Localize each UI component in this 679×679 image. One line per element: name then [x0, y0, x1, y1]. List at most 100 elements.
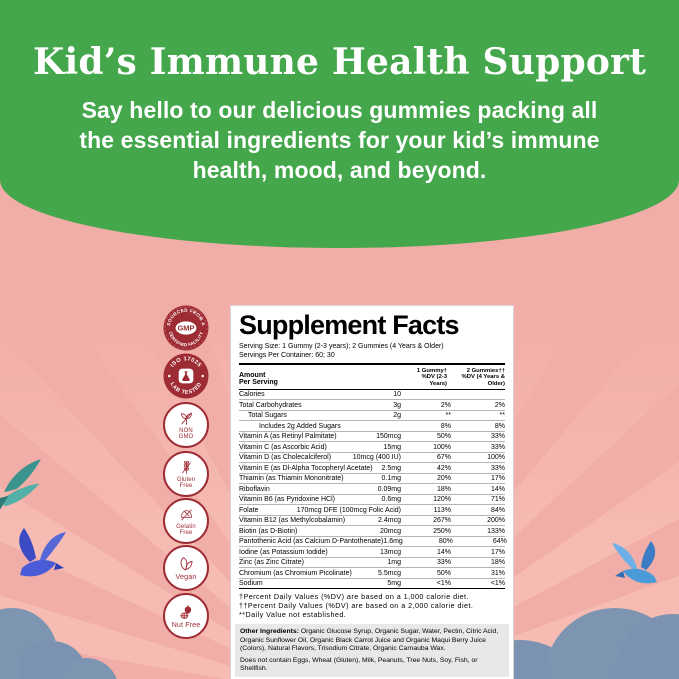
supplement-facts-panel: Supplement Facts Serving Size: 1 Gummy (…: [230, 305, 514, 679]
nutrient-dv-2gummies: 100%: [487, 454, 505, 461]
nutrient-name: Vitamin B12 (as Methylcobalamin): [239, 517, 346, 524]
table-row: Chromium (as Chromium Picolinate) 5.5mcg 5…: [239, 567, 505, 578]
nutrient-name: Iodine (as Potassium Iodide): [239, 548, 328, 556]
nutrient-dv-2gummies: 14%: [490, 485, 505, 493]
table-row: Vitamin D (as Cholecalciferol) 10mcg (400…: [239, 451, 505, 463]
allergen-note: Does not contain Eggs, Wheat (Gluten), M…: [240, 656, 478, 673]
nutrient-dv-1gummy: 18%: [436, 485, 451, 493]
nutrient-amount: 5mg: [387, 580, 401, 587]
nutrient-dv-2gummies: 2%: [494, 401, 505, 409]
nutrient-dv-2gummies: 84%: [490, 506, 505, 514]
table-row: Folate 170mcg DFE (100mcg Folic Acid) 113%…: [239, 504, 505, 515]
badge-non-gmo: NON GMO: [163, 402, 209, 448]
table-row: Zinc (as Zinc Citrate) 1mg 33% 18%: [239, 556, 505, 568]
nutrient-dv-1gummy: 20%: [436, 475, 451, 482]
badge-vegan: Vegan: [163, 545, 209, 591]
table-row: Riboflavin 0.09mg 18% 14%: [239, 483, 505, 494]
nutrient-amount: 150mcg: [376, 433, 401, 440]
nutrient-amount: 2.5mg: [381, 464, 401, 472]
nutrient-amount: 2g: [393, 412, 401, 419]
nutrient-amount: 2.4mcg: [378, 517, 401, 524]
nutrient-name: Riboflavin: [239, 485, 270, 493]
nutrient-name: Sodium: [239, 580, 263, 587]
nutrient-name: Total Sugars: [248, 412, 287, 419]
table-row: Biotin (as D-Biotin) 20mcg 250% 133%: [239, 525, 505, 536]
table-row: Vitamin A (as Retinyl Palmitate) 150mcg 50…: [239, 430, 505, 442]
panel-title: Supplement Facts: [239, 310, 460, 340]
other-ingredients-label: Other Ingredients:: [240, 628, 299, 636]
nutrient-dv-1gummy: 267%: [433, 517, 451, 524]
lab-flask-icon: ISO 17025 LAB TESTED: [163, 353, 209, 399]
badge-label: GMP: [177, 324, 194, 333]
nutrient-dv-2gummies: 133%: [487, 527, 505, 535]
nutrient-name: Folate: [239, 506, 259, 514]
column-dv-2-gummies: 2 Gummies†† %DV (4 Years & Older): [461, 367, 505, 387]
nutrient-dv-1gummy: 33%: [436, 559, 451, 566]
badge-gelatin-free: Gelatin Free: [163, 498, 209, 544]
nutrient-amount: 5.5mcg: [378, 569, 401, 577]
nutrient-dv-2gummies: 200%: [487, 517, 505, 524]
nutrient-amount: 0.6mg: [381, 496, 401, 503]
footnote-2000-cal: ††Percent Daily Values (%DV) are based o…: [239, 601, 474, 611]
badge-label: Gluten Free: [176, 476, 196, 489]
nutrient-dv-2gummies: 33%: [490, 464, 505, 472]
table-row: Iodine (as Potassium Iodide) 13mcg 14% 17%: [239, 546, 505, 557]
nutrient-name: Vitamin B6 (as Pyridoxine HCl): [239, 496, 335, 503]
table-row: Total Sugars 2g ** **: [239, 409, 505, 421]
non-gmo-icon: [180, 412, 192, 425]
badge-label: NON GMO: [178, 427, 194, 440]
serving-size: Serving Size: 1 Gummy (2-3 years); 2 Gum…: [239, 343, 444, 350]
nutrient-amount: 170mcg DFE (100mcg Folic Acid): [296, 506, 401, 514]
footnote-1000-cal: †Percent Daily Values (%DV) are based on…: [239, 592, 469, 602]
badge-iso-lab-tested: ISO 17025 LAB TESTED: [163, 353, 209, 399]
nutrient-dv-2gummies: 64%: [492, 538, 507, 545]
nutrient-dv-1gummy: 80%: [438, 538, 453, 545]
nutrient-dv-2gummies: 33%: [490, 433, 505, 440]
badge-gluten-free: Gluten Free: [163, 451, 209, 497]
nutrient-amount: 13mcg: [379, 548, 401, 556]
nutrient-dv-2gummies: 31%: [490, 569, 505, 577]
hero-banner: Kid’s Immune Health Support Say hello to…: [0, 0, 679, 248]
nut-icon: [179, 604, 191, 619]
nutrient-dv-1gummy: 50%: [436, 433, 451, 440]
table-row: Vitamin E (as Dl-Alpha Tocopheryl Acetat…: [239, 462, 505, 473]
wheat-icon: [181, 460, 191, 474]
other-ingredients: Other Ingredients: Organic Glucose Syrup…: [240, 628, 504, 653]
nutrient-dv-1gummy: 42%: [436, 464, 451, 472]
column-amount-per-serving: Amount Per Serving: [239, 371, 278, 387]
nutrient-amount: 0.1mg: [381, 475, 401, 482]
table-row: Calories 10: [239, 390, 505, 400]
nutrient-table: Calories 10 Total Carbohydrates 3g 2% 2% Total…: [239, 390, 507, 589]
nutrient-dv-1gummy: 120%: [433, 496, 451, 503]
nutrient-dv-2gummies: <1%: [490, 580, 505, 587]
nutrient-dv-1gummy: 14%: [436, 548, 451, 556]
blue-bird-right: [612, 541, 657, 584]
nutrient-name: Thiamin (as Thiamin Mononitrate): [239, 475, 344, 482]
table-row: Includes 2g Added Sugars 8% 8%: [239, 420, 505, 431]
nutrient-amount: 0.09mg: [377, 485, 401, 493]
servings-per-container: Servings Per Container: 60; 30: [239, 351, 335, 359]
gmp-seal-icon: SOURCED FROM A GMP CERTIFIED FACILITY: [163, 305, 209, 351]
nutrient-dv-1gummy: 250%: [433, 527, 451, 535]
nutrient-dv-1gummy: **: [445, 412, 451, 419]
table-row: Sodium 5mg <1% <1%: [239, 577, 505, 589]
nutrient-name: Vitamin E (as Dl-Alpha Tocopheryl Acetat…: [239, 464, 373, 472]
blue-bird-left: [19, 528, 66, 577]
nutrient-amount: 15mg: [383, 443, 401, 451]
other-ingredients-section: Other Ingredients: Organic Glucose Syrup…: [235, 624, 509, 678]
nutrient-dv-2gummies: 71%: [490, 496, 505, 503]
nutrient-name: Pantothenic Acid (as Calcium D-Pantothen…: [239, 538, 384, 545]
nutrient-dv-2gummies: 33%: [490, 443, 505, 451]
nutrient-name: Vitamin A (as Retinyl Palmitate): [239, 433, 337, 440]
nutrient-dv-1gummy: 100%: [433, 443, 451, 451]
nutrient-dv-2gummies: 18%: [490, 559, 505, 566]
badge-gmp: SOURCED FROM A GMP CERTIFIED FACILITY: [163, 305, 209, 351]
nutrient-dv-1gummy: 50%: [436, 569, 451, 577]
nutrient-name: Includes 2g Added Sugars: [259, 422, 341, 430]
vegan-leaves-icon: [180, 557, 193, 571]
cloud-left: [0, 608, 117, 679]
badge-label: Nut Free: [171, 619, 201, 629]
table-row: Pantothenic Acid (as Calcium D-Pantothen…: [239, 535, 507, 547]
nutrient-name: Calories: [239, 391, 265, 398]
